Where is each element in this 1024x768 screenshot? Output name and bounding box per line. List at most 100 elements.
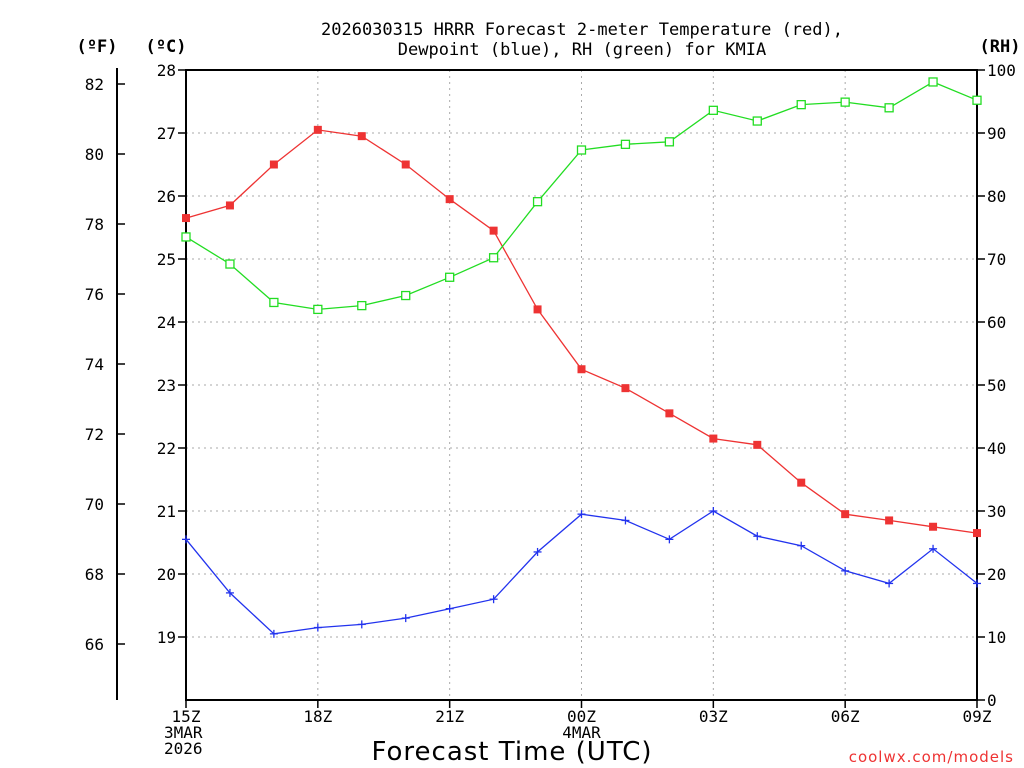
series bbox=[181, 77, 982, 638]
data-point bbox=[796, 100, 806, 110]
fahrenheit-tick-label: 70 bbox=[85, 495, 104, 514]
data-point bbox=[225, 259, 235, 269]
data-point bbox=[225, 588, 234, 597]
data-point bbox=[181, 232, 191, 242]
data-point bbox=[357, 620, 366, 629]
data-point bbox=[269, 297, 279, 308]
rh-tick-label: 0 bbox=[987, 691, 997, 710]
data-point bbox=[576, 145, 587, 155]
data-point bbox=[401, 614, 410, 623]
data-point bbox=[445, 604, 454, 613]
data-point bbox=[445, 195, 454, 204]
data-point bbox=[533, 547, 542, 556]
celsius-tick-label: 27 bbox=[157, 124, 176, 143]
fahrenheit-tick-label: 68 bbox=[85, 565, 104, 584]
data-point bbox=[885, 579, 894, 588]
celsius-tick-label: 28 bbox=[157, 61, 176, 80]
rh-axis-label: (RH) bbox=[980, 37, 1021, 57]
data-point bbox=[929, 544, 938, 553]
x-tick-label: 00Z bbox=[567, 707, 596, 726]
data-point bbox=[840, 97, 850, 107]
x-axis-label: Forecast Time (UTC) bbox=[371, 737, 652, 767]
celsius-tick-label: 20 bbox=[157, 565, 176, 584]
fahrenheit-tick-label: 76 bbox=[85, 285, 104, 304]
data-point bbox=[357, 300, 367, 311]
celsius-axis-label: (ºC) bbox=[146, 37, 187, 57]
data-point bbox=[620, 139, 631, 149]
data-point bbox=[225, 201, 234, 210]
data-point bbox=[182, 214, 190, 223]
data-point bbox=[709, 434, 718, 443]
data-point bbox=[753, 532, 762, 541]
data-point bbox=[841, 510, 850, 519]
grid bbox=[186, 70, 977, 700]
x-tick-label: 03Z bbox=[699, 707, 728, 726]
rh-tick-label: 50 bbox=[987, 376, 1006, 395]
data-point bbox=[269, 160, 278, 169]
chart-title-line2: Dewpoint (blue), RH (green) for KMIA bbox=[398, 40, 766, 60]
rh-tick-label: 90 bbox=[987, 124, 1006, 143]
data-point bbox=[797, 541, 806, 550]
x-tick-date-label: 4MAR bbox=[562, 723, 601, 742]
series-line bbox=[185, 510, 978, 635]
series-2-meter-temperature bbox=[182, 125, 981, 538]
data-point bbox=[621, 384, 630, 393]
rh-tick-label: 70 bbox=[987, 250, 1006, 269]
data-point bbox=[708, 105, 718, 115]
ticks: 19 20 21 22 23 24 25 26 27 28 66 68 70 72 74 76 78 80 82 0 1… bbox=[85, 61, 1016, 758]
rh-tick-label: 30 bbox=[987, 502, 1006, 521]
data-point bbox=[489, 226, 498, 235]
data-point bbox=[841, 566, 850, 575]
data-point bbox=[972, 95, 982, 105]
data-point bbox=[973, 579, 981, 588]
data-point bbox=[709, 507, 718, 515]
data-point bbox=[357, 132, 366, 141]
fahrenheit-tick-label: 82 bbox=[85, 75, 104, 94]
data-point bbox=[621, 516, 630, 525]
fahrenheit-tick-label: 74 bbox=[85, 355, 104, 374]
rh-tick-label: 60 bbox=[987, 313, 1006, 332]
x-tick-label: 06Z bbox=[831, 707, 860, 726]
rh-tick-label: 10 bbox=[987, 628, 1006, 647]
data-point bbox=[313, 304, 323, 315]
data-point bbox=[665, 535, 674, 544]
x-tick-label: 21Z bbox=[435, 707, 464, 726]
fahrenheit-tick-label: 66 bbox=[85, 635, 104, 654]
series-relative-humidity bbox=[181, 77, 982, 315]
rh-tick-label: 40 bbox=[987, 439, 1006, 458]
data-point bbox=[182, 535, 190, 544]
x-tick-label: 09Z bbox=[963, 707, 992, 726]
data-point bbox=[532, 197, 543, 207]
celsius-tick-label: 26 bbox=[157, 187, 176, 206]
fahrenheit-tick-label: 72 bbox=[85, 425, 104, 444]
celsius-tick-label: 24 bbox=[157, 313, 176, 332]
rh-tick-label: 80 bbox=[987, 187, 1006, 206]
rh-tick-label: 100 bbox=[987, 61, 1016, 80]
data-point bbox=[533, 305, 542, 314]
celsius-tick-label: 25 bbox=[157, 250, 176, 269]
fahrenheit-axis-label: (ºF) bbox=[77, 37, 118, 57]
x-tick-date-label: 3MAR bbox=[164, 723, 203, 742]
data-point bbox=[752, 116, 762, 126]
data-point bbox=[929, 522, 938, 531]
data-point bbox=[445, 272, 455, 282]
celsius-tick-label: 23 bbox=[157, 376, 176, 395]
data-point bbox=[665, 409, 674, 418]
data-point bbox=[577, 510, 586, 519]
axes bbox=[116, 68, 978, 701]
data-point bbox=[753, 440, 762, 449]
x-tick-label: 18Z bbox=[303, 707, 332, 726]
data-point bbox=[489, 595, 498, 604]
rh-tick-label: 20 bbox=[987, 565, 1006, 584]
data-point bbox=[884, 103, 894, 113]
x-tick-label: 15Z bbox=[172, 707, 201, 726]
data-point bbox=[313, 623, 322, 632]
data-point bbox=[401, 160, 410, 169]
fahrenheit-tick-label: 80 bbox=[85, 145, 104, 164]
data-point bbox=[269, 629, 278, 638]
credit-link[interactable]: coolwx.com/models bbox=[849, 748, 1014, 766]
data-point bbox=[928, 77, 938, 87]
celsius-tick-label: 21 bbox=[157, 502, 176, 521]
x-tick-date-label: 2026 bbox=[164, 739, 203, 758]
